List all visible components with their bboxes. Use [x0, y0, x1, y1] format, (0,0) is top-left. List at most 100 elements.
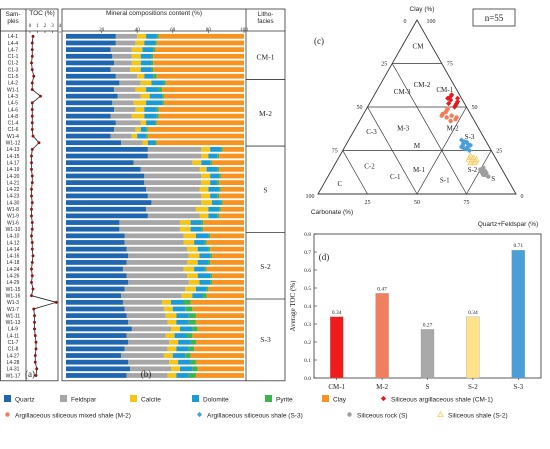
- grid-qf-75: [466, 150, 492, 195]
- toc-point-l4-24: [30, 267, 33, 271]
- mineral-tick-label: 100: [240, 28, 248, 33]
- point: [449, 92, 455, 98]
- bar-calcite-l4-6: [135, 107, 145, 112]
- toc-tick-label: 1: [36, 24, 39, 29]
- sample-label: L4-5: [8, 101, 18, 107]
- bar-feldspar-l4-9: [131, 326, 172, 332]
- toc-bar-cm-1: [330, 316, 344, 379]
- bar-pyrite-l4-5: [162, 100, 164, 106]
- bar-pyrite-l4-19: [217, 166, 220, 172]
- point: [454, 99, 461, 105]
- bar-calcite-c1-2: [131, 60, 141, 66]
- toc-point-l4-13: [30, 147, 34, 151]
- bar-dolomite-w1-15: [195, 286, 207, 292]
- point: [452, 104, 458, 110]
- point: [467, 159, 474, 166]
- bar-quartz-l4-10: [66, 233, 125, 239]
- bar-clay-l4-5: [163, 100, 244, 106]
- toc-ytick-label: 0.4: [304, 304, 311, 310]
- legend-label: Calcite: [141, 397, 161, 404]
- point: [481, 172, 486, 178]
- bar-feldspar-l4-24: [122, 266, 184, 272]
- sample-label: L4-16: [7, 254, 20, 260]
- toc-bar-s-2: [466, 316, 480, 379]
- point: [445, 106, 450, 111]
- bar-quartz-l4-21: [66, 180, 145, 186]
- bar-feldspar-w1-15: [124, 286, 186, 292]
- header-lithofacies-line: facies: [257, 18, 273, 25]
- axis-label-clay: Clay (%): [410, 6, 435, 13]
- zone-m: M: [414, 142, 421, 150]
- point: [446, 100, 452, 107]
- n-annotation: n=55: [485, 13, 504, 23]
- bar-calcite-c1-3: [130, 67, 141, 72]
- toc-point-l4-23: [30, 194, 33, 198]
- bar-calcite-w1-1: [135, 87, 147, 92]
- toc-ytick-label: 0.7: [304, 250, 311, 256]
- toc-point-c1-4: [30, 121, 34, 125]
- bar-dolomite-c1-7: [178, 339, 191, 345]
- toc-point-w1-15: [31, 287, 35, 291]
- toc-point-l4-31: [35, 367, 39, 371]
- legend-label: Siliceous shale (S-2): [448, 413, 508, 420]
- grid-carb-75: [342, 150, 368, 195]
- bar-dolomite-l4-22: [208, 186, 220, 192]
- bar-quartz-w1-8: [66, 206, 147, 212]
- litho-s-2: S-2: [260, 262, 271, 271]
- point: [473, 155, 480, 162]
- bar-dolomite-l4-3: [149, 93, 163, 99]
- bar-quartz-l4-9: [66, 326, 132, 332]
- bar-dolomite-c1-3: [140, 67, 152, 72]
- bar-feldspar-l4-15: [147, 153, 202, 159]
- bar-clay-l4-27: [190, 353, 244, 358]
- bar-feldspar-l4-12: [124, 240, 184, 245]
- toc-category-label: CM-1: [328, 383, 345, 391]
- bar-dolomite-l4-27: [172, 353, 186, 358]
- sample-label: W1-15: [6, 287, 21, 293]
- sample-label: W1-9: [7, 214, 19, 220]
- bar-quartz-c1-7: [66, 339, 129, 345]
- sample-label: L4-18: [7, 260, 20, 266]
- bar-quartz-w1-3: [66, 299, 123, 305]
- bar-quartz-w1-7: [66, 306, 125, 312]
- header-lithofacies-line: Litho-: [258, 11, 273, 18]
- bar-calcite-w1-9: [199, 213, 209, 219]
- toc-point-c1-8: [34, 347, 38, 351]
- point: [486, 174, 491, 179]
- legend-label: Pyrite: [276, 397, 293, 404]
- n-box: [472, 8, 516, 27]
- bar-dolomite-l4-21: [210, 180, 218, 186]
- bar-dolomite-w1-8: [208, 206, 220, 212]
- point: [467, 142, 474, 148]
- legend-label: Dolomite: [203, 397, 229, 404]
- tick-bottom-right: 0: [521, 194, 524, 200]
- bar-clay-w1-3: [190, 299, 244, 305]
- sample-label: C1-6: [8, 127, 19, 133]
- sample-label: W1-10: [6, 227, 21, 233]
- sample-label: L4-15: [7, 154, 20, 160]
- bar-clay-w1-6: [203, 220, 244, 225]
- zone-cm-2: CM-2: [414, 81, 431, 89]
- sample-label: W1-7: [7, 307, 19, 313]
- bar-dolomite-l4-7: [142, 47, 154, 53]
- bar-feldspar-w1-3: [122, 299, 163, 305]
- bar-dolomite-l4-8: [144, 113, 157, 119]
- bar-quartz-w1-13: [66, 319, 129, 325]
- bar-quartz-l4-8: [66, 113, 111, 119]
- toc-point-w1-8: [30, 207, 33, 211]
- bar-quartz-l4-26: [66, 273, 127, 279]
- sample-label: W1-3: [7, 300, 19, 306]
- bar-dolomite-l4-15: [208, 153, 218, 159]
- tick-bottom: 25: [365, 200, 371, 206]
- bar-pyrite-w1-10: [201, 226, 204, 232]
- zone-cm-1: CM-1: [436, 86, 453, 94]
- tick-bottom-left: 100: [306, 194, 315, 200]
- bar-quartz-l4-5: [66, 100, 113, 106]
- bar-calcite-l4-21: [201, 180, 211, 186]
- bar-clay-c1-2: [153, 60, 244, 66]
- toc-value-label: 0.71: [513, 243, 523, 249]
- sample-label: L4-29: [7, 280, 20, 286]
- toc-tick-label: 2: [44, 24, 47, 29]
- bar-pyrite-l4-28: [190, 359, 196, 365]
- point: [448, 97, 454, 103]
